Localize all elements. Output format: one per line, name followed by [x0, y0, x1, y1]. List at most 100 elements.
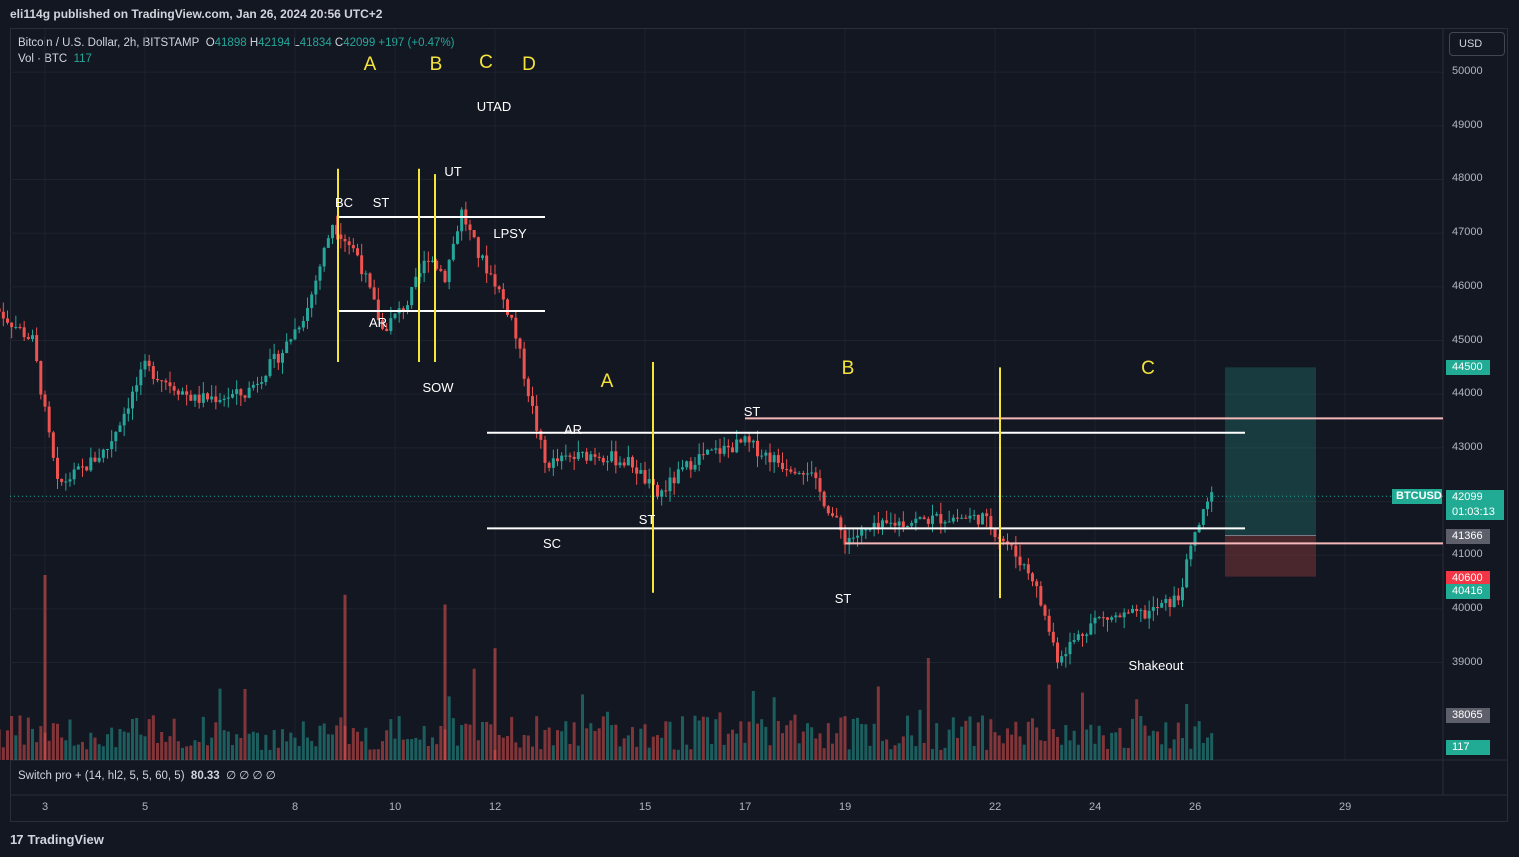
candle-body [768, 452, 772, 463]
candle-body [197, 394, 201, 403]
volume-bar [464, 723, 468, 760]
candle-body [1043, 605, 1047, 616]
volume-bar [731, 729, 734, 760]
candle-body [497, 286, 501, 290]
volume-bar [843, 716, 847, 760]
candle-body [1089, 623, 1093, 635]
volume-bar [1164, 722, 1168, 760]
currency-button[interactable]: USD [1449, 32, 1505, 56]
candle-body [856, 535, 859, 538]
phase-label: A [364, 54, 377, 75]
candle-body [214, 396, 218, 403]
candle-body [1097, 617, 1101, 619]
volume-bar [1156, 731, 1159, 760]
candle-body [385, 328, 389, 331]
candle-body [6, 318, 9, 323]
candle-body [847, 538, 851, 545]
open-value: 41898 [214, 37, 247, 49]
candle-body [239, 389, 243, 396]
indicator-name[interactable]: Switch pro + (14, hl2, 5, 5, 60, 5) [18, 770, 185, 782]
candle-body [1047, 615, 1051, 632]
candle-body [756, 440, 759, 457]
candle-body [185, 391, 189, 395]
candle-body [1131, 608, 1134, 613]
volume-bar [560, 731, 564, 760]
volume-bar [293, 737, 297, 760]
volume-bar [918, 709, 922, 760]
candle-body [210, 396, 214, 400]
volume-bar [526, 735, 530, 760]
candle-body [1051, 631, 1055, 643]
candle-body [889, 522, 893, 524]
volume-bar [776, 720, 780, 760]
close-label: C [334, 37, 344, 49]
volume-bar [268, 749, 272, 760]
candle-body [668, 477, 672, 492]
volume-bar [581, 694, 584, 760]
volume-bar [331, 734, 334, 760]
volume-bar [289, 732, 293, 760]
volume-bar [201, 716, 205, 760]
candle-body [801, 472, 805, 475]
candle-body [522, 348, 526, 379]
volume-bar [893, 745, 897, 760]
volume-bar [35, 742, 39, 760]
volume-bar [89, 732, 93, 760]
candle-body [506, 299, 509, 315]
position-stop-zone [1225, 535, 1316, 577]
volume-bar [206, 745, 209, 760]
candle-body [531, 396, 534, 406]
candle-body [781, 462, 784, 470]
volume-bar [210, 737, 214, 760]
candle-body [272, 353, 276, 360]
candle-body [872, 522, 876, 530]
candle-body [47, 406, 51, 433]
tradingview-brand[interactable]: 17 TradingView [10, 832, 104, 847]
volume-bar [506, 736, 509, 760]
candle-body [764, 452, 768, 456]
candle-body [331, 224, 334, 239]
high-value: 42194 [258, 37, 291, 49]
candle-body [301, 321, 305, 328]
candle-body [264, 375, 268, 383]
candle-body [1135, 608, 1139, 611]
volume-bar [751, 690, 755, 760]
volume-bar [1001, 743, 1005, 760]
candle-body [685, 461, 689, 468]
volume-bar [114, 747, 118, 760]
volume-bar [106, 734, 109, 760]
volume-bar [1181, 737, 1184, 760]
candle-body [1076, 634, 1080, 641]
candle-body [656, 484, 659, 497]
volume-bar [885, 739, 889, 760]
volume-bar [585, 728, 589, 760]
candle-body [597, 456, 601, 458]
volume-bar [193, 740, 197, 760]
volume-bar [964, 720, 968, 760]
volume-bar [1210, 733, 1214, 760]
candle-body [743, 436, 747, 443]
candle-body [881, 520, 884, 528]
volume-bar [735, 733, 739, 760]
candle-body [693, 464, 697, 470]
candle-body [443, 270, 447, 283]
volume-bar [385, 730, 389, 760]
candle-body [18, 326, 22, 328]
candle-body [322, 247, 326, 267]
candle-body [1172, 595, 1176, 608]
volume-label[interactable]: Vol · BTC [18, 53, 68, 65]
volume-bar [564, 721, 568, 760]
time-tick-label: 24 [1089, 801, 1102, 813]
volume-bar [364, 727, 368, 760]
volume-bar [897, 743, 901, 760]
candle-body [714, 448, 718, 450]
volume-bar [0, 729, 1, 760]
volume-bar [485, 721, 489, 760]
symbol-title[interactable]: Bitcoin / U.S. Dollar, 2h, BITSTAMP [18, 37, 200, 49]
candle-body [718, 448, 722, 454]
candle-body [918, 517, 922, 519]
volume-bar [1072, 730, 1076, 760]
candle-body [851, 537, 855, 539]
candle-body [939, 514, 943, 524]
